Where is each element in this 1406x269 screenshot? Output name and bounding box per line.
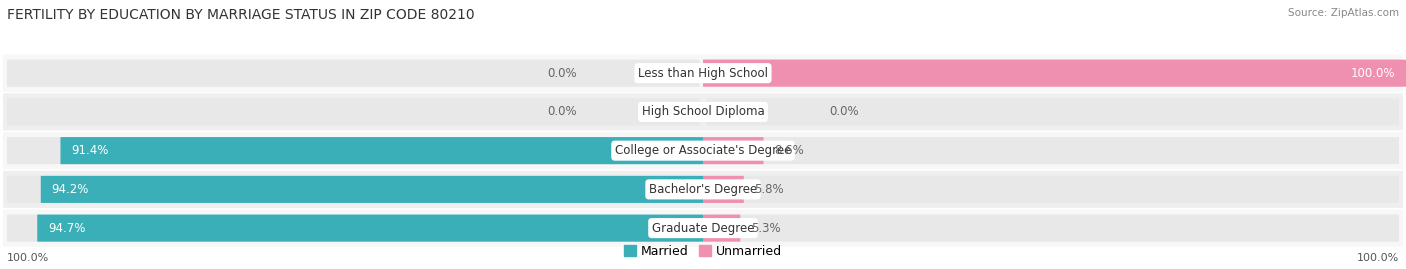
FancyBboxPatch shape	[7, 137, 700, 164]
Text: 8.6%: 8.6%	[775, 144, 804, 157]
FancyBboxPatch shape	[3, 55, 1403, 92]
Text: Less than High School: Less than High School	[638, 67, 768, 80]
Text: 100.0%: 100.0%	[1351, 67, 1396, 80]
FancyBboxPatch shape	[3, 132, 1403, 169]
Text: 5.8%: 5.8%	[754, 183, 785, 196]
FancyBboxPatch shape	[707, 215, 1399, 242]
FancyBboxPatch shape	[7, 60, 700, 87]
FancyBboxPatch shape	[703, 176, 744, 203]
FancyBboxPatch shape	[3, 171, 1403, 208]
FancyBboxPatch shape	[41, 176, 703, 203]
Text: 5.3%: 5.3%	[751, 222, 780, 235]
FancyBboxPatch shape	[7, 176, 700, 203]
Text: 100.0%: 100.0%	[7, 253, 49, 263]
FancyBboxPatch shape	[707, 98, 1399, 125]
Text: 0.0%: 0.0%	[547, 105, 576, 118]
FancyBboxPatch shape	[7, 215, 700, 242]
FancyBboxPatch shape	[37, 215, 703, 242]
FancyBboxPatch shape	[3, 210, 1403, 247]
FancyBboxPatch shape	[703, 137, 763, 164]
FancyBboxPatch shape	[707, 176, 1399, 203]
Text: 91.4%: 91.4%	[70, 144, 108, 157]
Legend: Married, Unmarried: Married, Unmarried	[619, 240, 787, 263]
FancyBboxPatch shape	[7, 98, 700, 125]
Text: 94.7%: 94.7%	[48, 222, 86, 235]
Text: 0.0%: 0.0%	[830, 105, 859, 118]
Text: 0.0%: 0.0%	[547, 67, 576, 80]
FancyBboxPatch shape	[703, 215, 741, 242]
Text: FERTILITY BY EDUCATION BY MARRIAGE STATUS IN ZIP CODE 80210: FERTILITY BY EDUCATION BY MARRIAGE STATU…	[7, 8, 475, 22]
Text: Bachelor's Degree: Bachelor's Degree	[650, 183, 756, 196]
Text: 94.2%: 94.2%	[51, 183, 89, 196]
Text: Source: ZipAtlas.com: Source: ZipAtlas.com	[1288, 8, 1399, 18]
FancyBboxPatch shape	[60, 137, 703, 164]
Text: College or Associate's Degree: College or Associate's Degree	[614, 144, 792, 157]
Text: High School Diploma: High School Diploma	[641, 105, 765, 118]
Text: Graduate Degree: Graduate Degree	[652, 222, 754, 235]
FancyBboxPatch shape	[3, 93, 1403, 130]
FancyBboxPatch shape	[707, 137, 1399, 164]
FancyBboxPatch shape	[703, 60, 1406, 87]
Text: 100.0%: 100.0%	[1357, 253, 1399, 263]
FancyBboxPatch shape	[707, 60, 1399, 87]
